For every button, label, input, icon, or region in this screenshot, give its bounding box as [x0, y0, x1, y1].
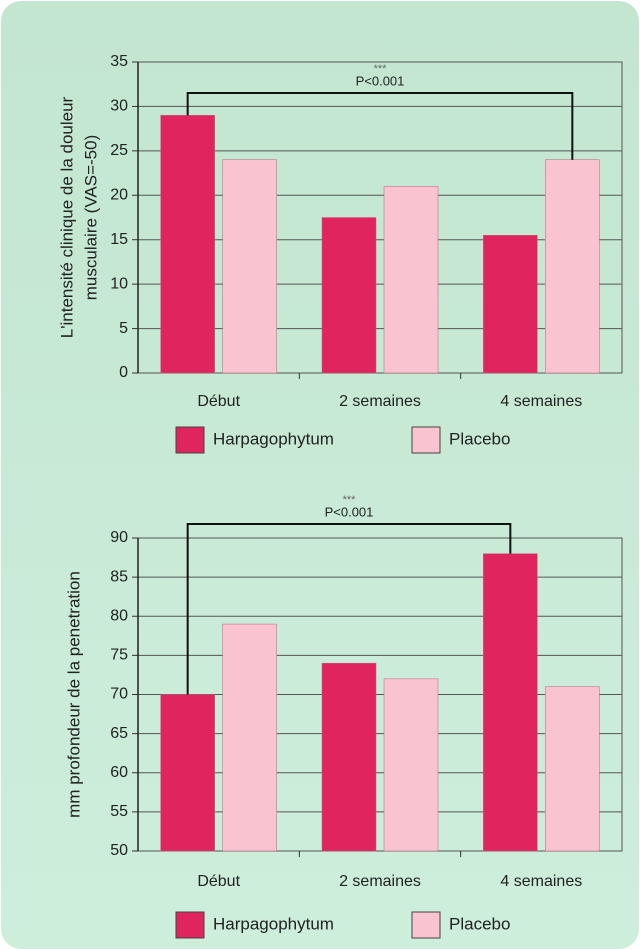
significance-bracket [186, 92, 574, 160]
annotation-stars: *** [374, 63, 388, 75]
legend-swatch [175, 426, 205, 454]
x-tick-label: 2 semaines [339, 873, 421, 890]
bar [160, 694, 215, 852]
legend-label: Placebo [449, 429, 510, 448]
annotation-label: P<0.001 [325, 504, 374, 519]
bar [483, 553, 538, 852]
annotation-label: P<0.001 [356, 73, 405, 88]
bar [545, 159, 600, 374]
y-tick-label: 80 [110, 607, 128, 624]
y-tick-label: 90 [110, 529, 128, 546]
x-tick-label: Début [197, 873, 240, 890]
y-tick-label: 75 [110, 647, 128, 664]
y-tick-label: 0 [119, 364, 128, 381]
x-tick-label: 4 semaines [500, 393, 582, 410]
y-tick-label: 85 [110, 568, 128, 585]
x-tick-label: 4 semaines [500, 873, 582, 890]
bar [545, 686, 600, 852]
bar [321, 217, 377, 374]
bar [160, 115, 215, 374]
legend-swatch [411, 426, 441, 454]
legend-label: Harpagophytum [213, 429, 334, 448]
y-tick-label: 55 [110, 803, 128, 820]
bar [383, 678, 439, 852]
bar [483, 235, 538, 374]
y-axis-label: L'intensité clinique de la douleur [57, 96, 76, 338]
bar [222, 623, 277, 852]
bar [321, 662, 377, 852]
y-tick-label: 30 [110, 98, 128, 115]
y-tick-label: 50 [110, 842, 128, 859]
legend-label: Harpagophytum [213, 914, 334, 933]
y-tick-label: 65 [110, 725, 128, 742]
y-axis-label: musculaire (VAS=-50) [81, 135, 100, 301]
y-tick-label: 5 [119, 320, 128, 337]
significance-bracket [186, 523, 512, 695]
y-tick-label: 60 [110, 764, 128, 781]
y-tick-label: 10 [110, 275, 128, 292]
y-tick-label: 15 [110, 231, 128, 248]
y-axis-label: mm profondeur de la penetration [64, 571, 83, 818]
y-tick-label: 20 [110, 187, 128, 204]
legend-swatch [411, 911, 441, 939]
x-tick-label: Début [197, 393, 240, 410]
legend-swatch [175, 911, 205, 939]
annotation-stars: *** [343, 494, 357, 506]
y-tick-label: 70 [110, 686, 128, 703]
y-tick-label: 25 [110, 142, 128, 159]
x-tick-label: 2 semaines [339, 393, 421, 410]
bar [383, 186, 439, 374]
y-tick-label: 35 [110, 53, 128, 70]
bar [222, 159, 277, 374]
legend-label: Placebo [449, 914, 510, 933]
